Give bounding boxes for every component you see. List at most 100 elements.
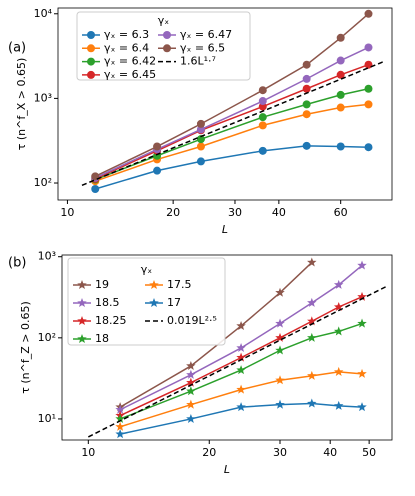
- x-tick-label: 30: [273, 446, 287, 459]
- marker: [186, 386, 196, 396]
- marker: [115, 404, 125, 414]
- marker: [258, 121, 267, 130]
- legend-label: 17: [167, 296, 181, 309]
- legend-label: 1.6L¹·⁷: [180, 55, 216, 68]
- marker: [364, 9, 373, 18]
- marker: [364, 100, 373, 109]
- marker: [258, 86, 267, 95]
- legend-label: 18.5: [95, 296, 120, 309]
- marker: [307, 316, 317, 326]
- marker: [275, 375, 285, 385]
- marker: [196, 125, 205, 134]
- x-tick-label: 20: [166, 206, 180, 219]
- marker: [236, 320, 246, 331]
- x-tick-label: 20: [202, 446, 216, 459]
- legend-marker: [87, 31, 95, 39]
- marker: [258, 146, 267, 155]
- y-tick-label: 10²: [38, 331, 56, 344]
- marker: [186, 369, 196, 379]
- marker: [302, 100, 311, 109]
- marker: [364, 60, 373, 69]
- legend-marker: [87, 44, 95, 53]
- marker: [307, 257, 317, 267]
- marker: [196, 135, 205, 144]
- plot-area: [87, 257, 387, 439]
- y-axis-label: τ (n^f_X > 0.65): [15, 58, 28, 151]
- marker: [364, 43, 373, 52]
- marker: [336, 33, 345, 42]
- marker: [307, 370, 317, 380]
- marker: [186, 377, 196, 387]
- marker: [302, 110, 311, 119]
- legend-title: γₓ: [141, 263, 153, 276]
- marker: [115, 421, 125, 431]
- marker: [186, 413, 196, 423]
- marker: [275, 345, 285, 355]
- marker: [275, 399, 285, 409]
- y-tick-label: 10¹: [38, 412, 56, 425]
- marker: [357, 260, 367, 270]
- marker: [336, 142, 345, 151]
- x-axis-label: L: [222, 223, 228, 236]
- legend-marker: [163, 44, 171, 53]
- marker: [186, 360, 196, 370]
- legend-label: γₓ = 6.5: [180, 41, 225, 54]
- y-tick-label: 10³: [38, 250, 56, 263]
- marker: [357, 318, 367, 328]
- marker: [153, 166, 162, 175]
- legend-label: 0.019L²·⁵: [167, 314, 217, 327]
- marker: [307, 398, 317, 408]
- marker: [336, 103, 345, 112]
- panel-label: (b): [8, 256, 26, 271]
- marker: [302, 141, 311, 150]
- marker: [357, 402, 367, 412]
- legend-label: γₓ = 6.47: [180, 28, 232, 41]
- legend-label: 18.25: [95, 314, 127, 327]
- marker: [333, 400, 344, 410]
- marker: [236, 384, 246, 394]
- marker: [258, 113, 267, 122]
- y-tick-label: 10⁴: [34, 7, 53, 20]
- marker: [275, 332, 285, 342]
- marker: [302, 84, 311, 93]
- marker: [115, 429, 125, 439]
- legend-marker: [87, 70, 95, 79]
- legend-marker: [149, 298, 159, 308]
- x-tick-label: 10: [60, 206, 74, 219]
- y-axis-label: τ (n^f_Z > 0.65): [19, 301, 32, 394]
- marker: [357, 291, 367, 301]
- marker: [333, 301, 344, 312]
- x-tick-label: 40: [272, 206, 286, 219]
- axes-frame: [57, 7, 393, 201]
- legend-title: γₓ: [158, 14, 170, 27]
- marker: [236, 352, 246, 362]
- marker: [196, 142, 205, 151]
- x-axis-label: L: [224, 463, 230, 476]
- marker: [333, 326, 344, 336]
- series-line: [81, 60, 385, 186]
- marker: [153, 142, 162, 151]
- marker: [333, 366, 344, 376]
- x-tick-label: 30: [228, 206, 242, 219]
- legend-label: γₓ = 6.4: [104, 41, 149, 54]
- axes-frame: [61, 254, 393, 441]
- marker: [236, 402, 246, 412]
- marker: [364, 143, 373, 152]
- legend-label: 17.5: [167, 278, 192, 291]
- legend-box: [67, 257, 226, 346]
- marker: [307, 297, 317, 307]
- x-tick-label: 10: [81, 446, 95, 459]
- legend-marker: [87, 57, 95, 66]
- plot-area: [81, 9, 385, 193]
- legend-marker: [163, 31, 171, 39]
- legend-marker: [77, 280, 87, 290]
- marker: [258, 97, 267, 106]
- legend-box: [76, 11, 251, 81]
- legend-marker: [77, 298, 87, 308]
- marker: [196, 119, 205, 128]
- marker: [302, 60, 311, 69]
- legend-marker: [77, 334, 87, 344]
- legend-marker: [77, 316, 87, 326]
- marker: [186, 399, 196, 409]
